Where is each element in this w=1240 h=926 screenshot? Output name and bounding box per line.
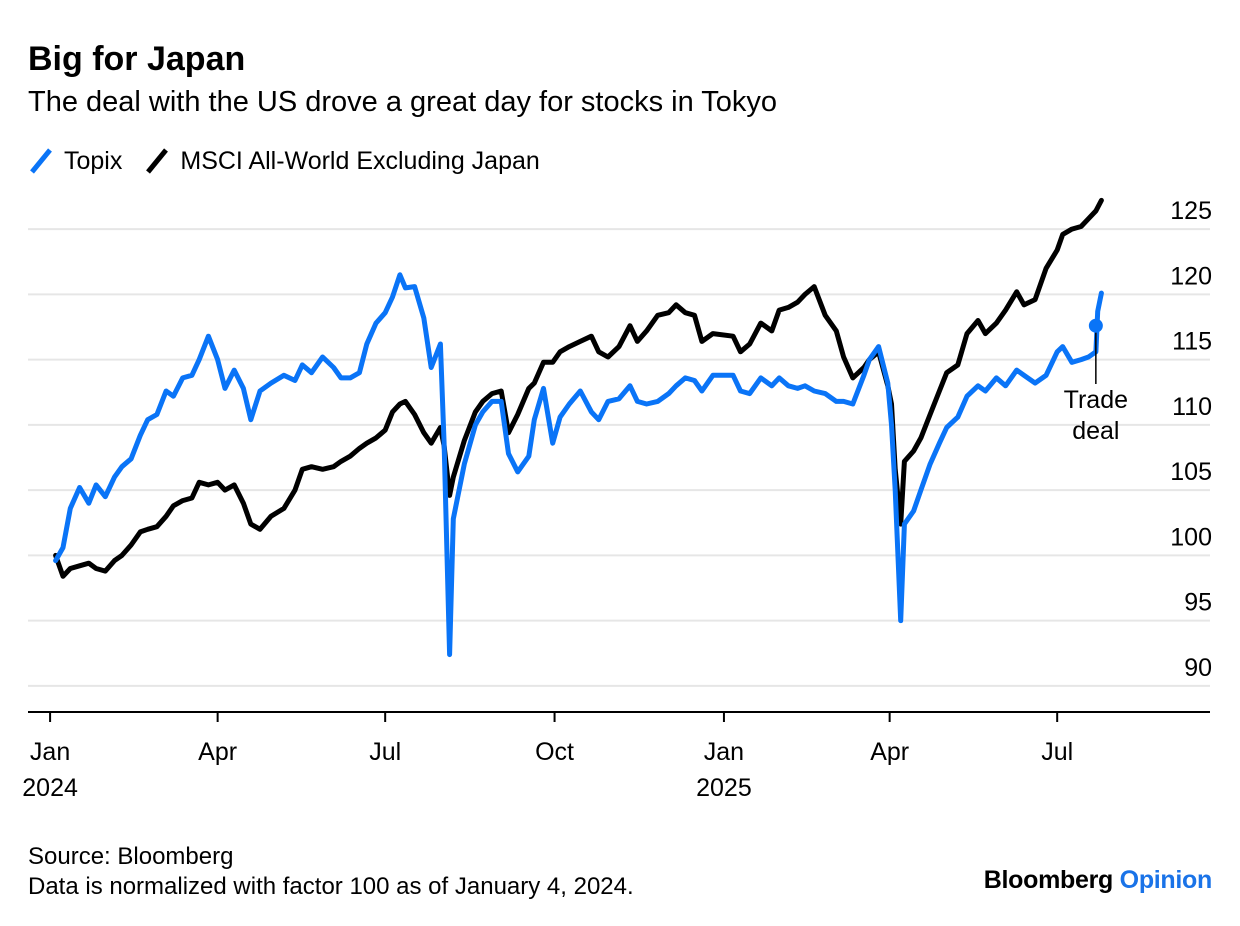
brand-name: Bloomberg	[983, 866, 1114, 894]
msci-series-line	[53, 197, 1104, 579]
normalization-note: Data is normalized with factor 100 as of…	[28, 873, 634, 900]
x-tick-label-2: Jul	[369, 738, 401, 766]
y-tick-label-110: 110	[1172, 393, 1212, 421]
y-tick-label-115: 115	[1172, 328, 1212, 356]
msci-legend-swatch-icon	[146, 148, 169, 174]
annotation-label-line-0: Trade	[1064, 386, 1128, 414]
y-tick-label-100: 100	[1170, 523, 1212, 551]
topix-series-line	[53, 272, 1104, 658]
y-tick-label-95: 95	[1184, 589, 1212, 617]
legend-item-topix: Topix	[28, 146, 122, 176]
y-tick-label-105: 105	[1170, 458, 1212, 486]
x-tick-label-4: Jan	[704, 738, 744, 766]
annotation-label-line-1: deal	[1072, 417, 1119, 445]
x-tick-label-1: Apr	[198, 738, 237, 766]
msci-swatch-line	[146, 148, 169, 174]
y-tick-label-90: 90	[1184, 654, 1212, 682]
x-tick-label-5: Apr	[870, 738, 909, 766]
brand-accent: Opinion	[1119, 866, 1213, 894]
x-tick-label-0: Jan	[30, 738, 70, 766]
x-tick-label-3: Oct	[535, 738, 574, 766]
chart-title: Big for Japan	[28, 40, 246, 78]
footer: Source: Bloomberg Data is normalized wit…	[28, 842, 634, 902]
topix-legend-swatch-icon	[30, 148, 52, 174]
brand-logo: Bloomberg Opinion	[983, 866, 1213, 895]
x-tick-label-6: Jul	[1041, 738, 1073, 766]
legend-label-topix: Topix	[64, 146, 123, 175]
legend-item-msci: MSCI All-World Excluding Japan	[144, 146, 540, 176]
legend-label-msci: MSCI All-World Excluding Japan	[180, 146, 540, 175]
legend: Topix MSCI All-World Excluding Japan	[28, 146, 562, 176]
x-tick-year-4: 2025	[696, 774, 752, 802]
y-tick-label-120: 120	[1170, 262, 1212, 290]
y-tick-label-125: 125	[1170, 197, 1212, 225]
source-note: Source: Bloomberg	[28, 843, 234, 870]
topix-swatch-line	[30, 148, 52, 174]
chart-subtitle: The deal with the US drove a great day f…	[28, 86, 778, 118]
x-tick-year-0: 2024	[22, 774, 78, 802]
annotation-marker	[1088, 318, 1103, 333]
